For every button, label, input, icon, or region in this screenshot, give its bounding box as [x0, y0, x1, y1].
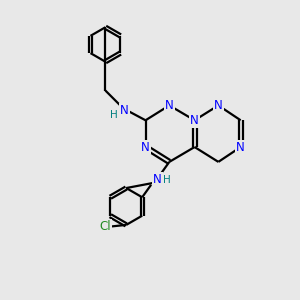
- Text: H: H: [110, 110, 118, 120]
- Text: N: N: [165, 99, 174, 112]
- Text: N: N: [236, 140, 245, 154]
- Text: H: H: [163, 175, 171, 185]
- Text: Cl: Cl: [100, 220, 111, 233]
- Text: N: N: [190, 114, 199, 127]
- Text: N: N: [141, 140, 150, 154]
- Text: N: N: [214, 99, 223, 112]
- Text: N: N: [120, 104, 129, 117]
- Text: N: N: [153, 173, 162, 186]
